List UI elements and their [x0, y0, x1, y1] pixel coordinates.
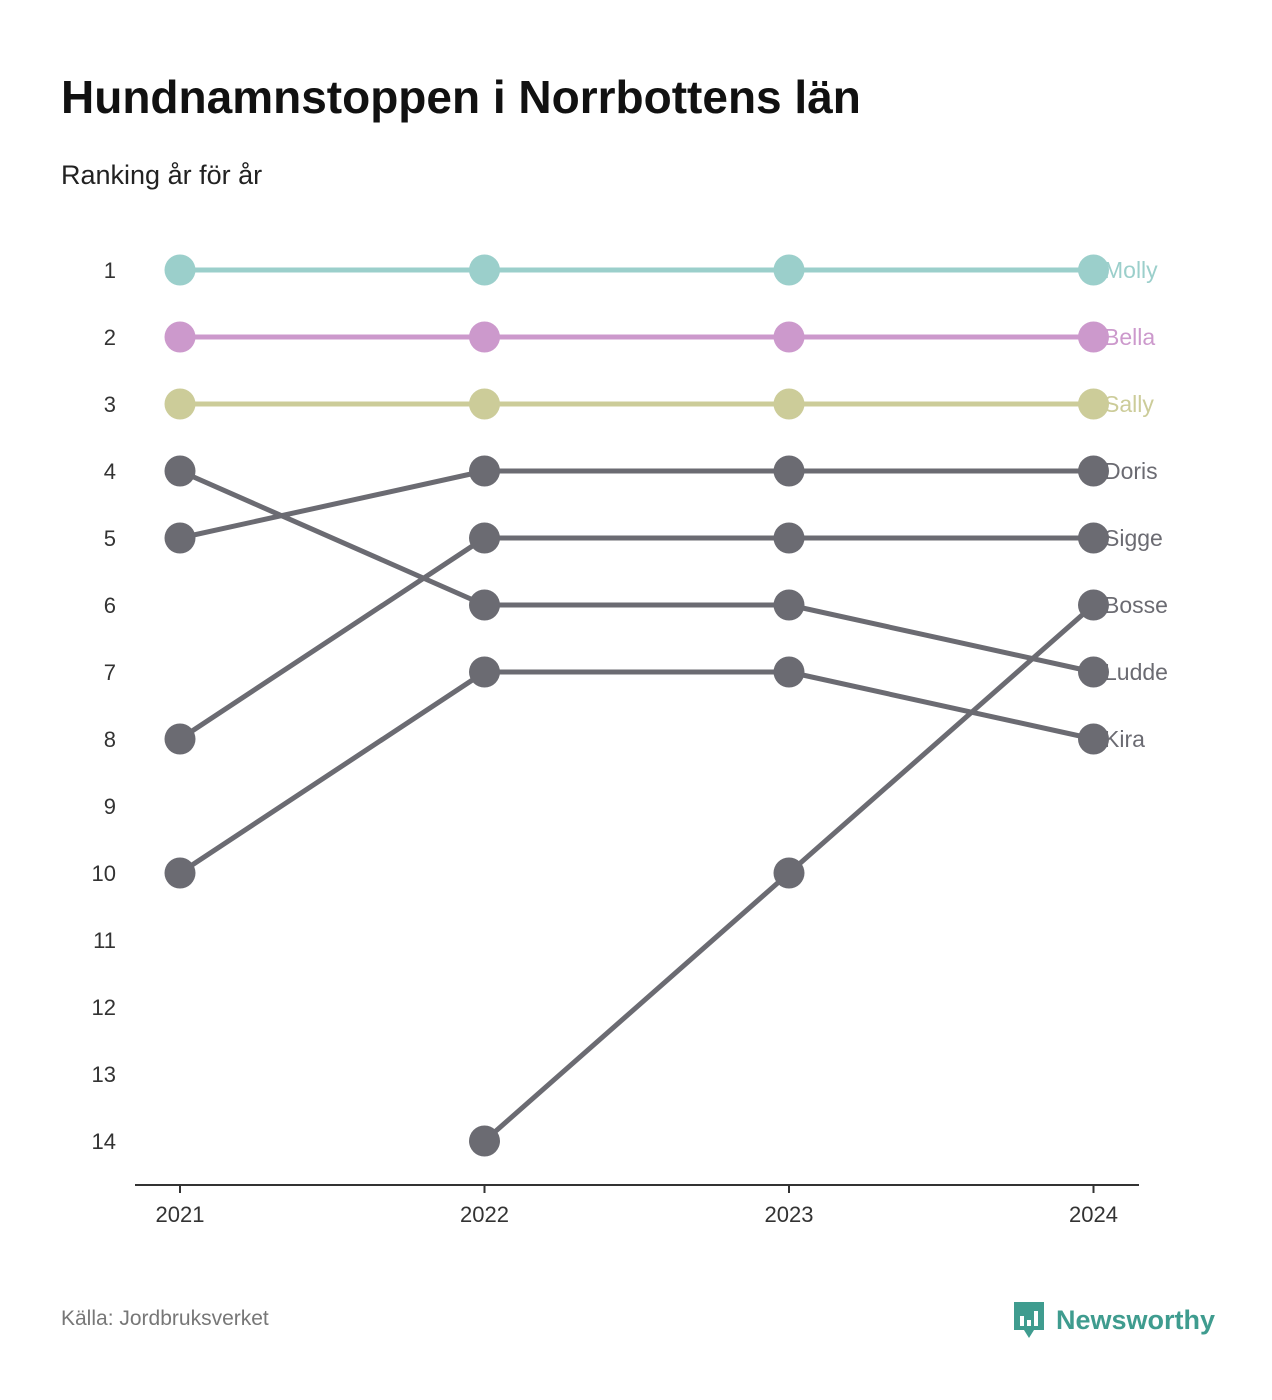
data-point-sally: [1078, 388, 1109, 420]
y-tick-label: 2: [104, 325, 116, 350]
y-tick-label: 13: [92, 1062, 116, 1087]
data-point-kira: [773, 656, 805, 688]
data-point-sigge: [469, 522, 500, 554]
x-tick-label: 2021: [156, 1202, 205, 1227]
data-point-bella: [469, 321, 500, 353]
data-point-sigge: [773, 522, 805, 554]
y-tick-label: 4: [104, 459, 116, 484]
data-point-bella: [773, 321, 805, 353]
data-point-sigge: [1078, 522, 1109, 554]
data-point-sally: [469, 388, 500, 420]
data-point-ludde: [469, 589, 500, 621]
series-line-doris: [179, 468, 1094, 541]
data-point-ludde: [773, 589, 805, 621]
data-point-kira: [164, 857, 196, 889]
brand[interactable]: Newsworthy: [1012, 1300, 1215, 1340]
x-tick-label: 2023: [765, 1202, 814, 1227]
data-point-molly: [1078, 254, 1109, 286]
data-point-doris: [1078, 455, 1109, 487]
y-tick-label: 11: [93, 928, 116, 953]
y-tick-label: 7: [104, 660, 116, 685]
data-point-doris: [164, 522, 196, 554]
source-note: Källa: Jordbruksverket: [61, 1307, 269, 1330]
y-tick-label: 14: [92, 1129, 116, 1154]
y-tick-label: 9: [104, 794, 116, 819]
series-label-doris: Doris: [1104, 458, 1158, 484]
data-point-ludde: [1078, 656, 1109, 688]
data-point-kira: [469, 656, 500, 688]
data-point-ludde: [164, 455, 196, 487]
x-tick-label: 2022: [460, 1202, 509, 1227]
data-point-sally: [773, 388, 805, 420]
y-tick-label: 3: [104, 392, 116, 417]
data-point-sally: [164, 388, 196, 420]
chart-subtitle: Ranking år för år: [61, 160, 263, 190]
y-tick-label: 8: [104, 727, 116, 752]
newsworthy-logo-icon: [1014, 1302, 1044, 1338]
series-label-sally: Sally: [1104, 391, 1154, 417]
y-tick-label: 6: [104, 593, 116, 618]
series-label-sigge: Sigge: [1104, 525, 1163, 551]
data-point-molly: [164, 254, 196, 286]
series-line-kira: [178, 669, 1095, 876]
data-point-bosse: [469, 1125, 500, 1157]
data-point-molly: [773, 254, 805, 286]
chart-title: Hundnamnstoppen i Norrbottens län: [61, 71, 861, 123]
data-point-molly: [469, 254, 500, 286]
data-point-kira: [1078, 723, 1109, 755]
series-label-bella: Bella: [1104, 324, 1155, 350]
data-point-bella: [164, 321, 196, 353]
series-line-ludde: [178, 468, 1095, 675]
series-label-bosse: Bosse: [1104, 592, 1168, 618]
x-tick-label: 2024: [1069, 1202, 1118, 1227]
data-point-sigge: [164, 723, 196, 755]
series-label-ludde: Ludde: [1104, 659, 1168, 685]
data-point-bosse: [773, 857, 805, 889]
brand-name: Newsworthy: [1056, 1304, 1216, 1335]
y-tick-label: 5: [104, 526, 116, 551]
y-tick-label: 1: [104, 258, 116, 283]
data-point-doris: [469, 455, 500, 487]
series-line-sigge: [178, 535, 1094, 742]
series-label-molly: Molly: [1104, 257, 1158, 283]
data-point-bosse: [1078, 589, 1109, 621]
y-tick-label: 10: [92, 861, 116, 886]
data-point-bella: [1078, 321, 1109, 353]
y-tick-label: 12: [92, 995, 116, 1020]
series-label-kira: Kira: [1104, 726, 1145, 752]
data-point-doris: [773, 455, 805, 487]
